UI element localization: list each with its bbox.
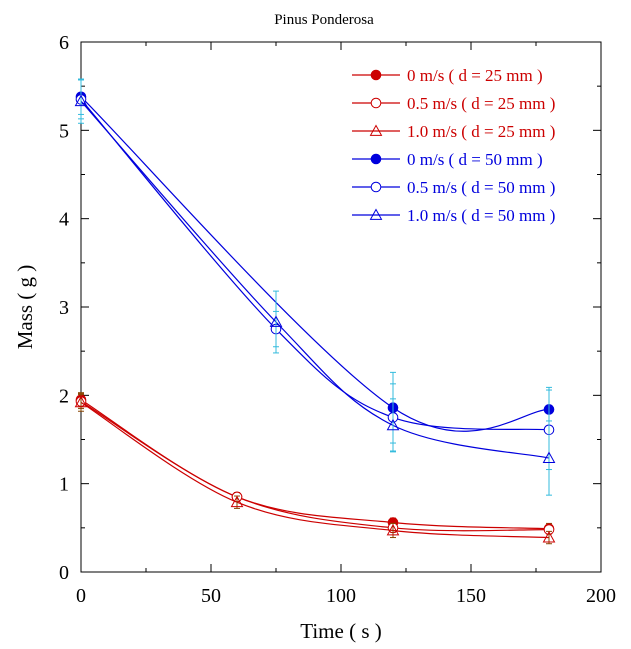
- legend-marker: [370, 181, 382, 193]
- legend-marker: [369, 124, 383, 136]
- legend-label: 1.0 m/s ( d = 25 mm ): [407, 122, 555, 141]
- y-tick-label: 6: [59, 32, 69, 54]
- series-line: [80, 100, 550, 459]
- series-line: [80, 399, 550, 530]
- series-line: [80, 401, 550, 539]
- x-tick-label: 100: [326, 585, 356, 607]
- legend-label: 0 m/s ( d = 25 mm ): [407, 66, 543, 85]
- series-line: [80, 99, 550, 431]
- x-tick-label: 200: [586, 585, 616, 607]
- series-1: [75, 392, 555, 535]
- legend-label: 0.5 m/s ( d = 50 mm ): [407, 178, 555, 197]
- legend-entry: 0 m/s ( d = 50 mm ): [352, 150, 543, 169]
- data-point: [542, 451, 556, 463]
- y-axis-label: Mass ( g ): [13, 265, 37, 350]
- data-point: [542, 531, 556, 543]
- legend-marker: [370, 69, 382, 81]
- axis-ticks: 0 50 100 150 200 0 1 2 3 4 5 6: [59, 32, 616, 607]
- data-point: [386, 523, 400, 536]
- legend-label: 0 m/s ( d = 50 mm ): [407, 150, 543, 169]
- legend-entry: 0.5 m/s ( d = 25 mm ): [352, 94, 555, 113]
- x-tick-label: 150: [456, 585, 486, 607]
- data-point: [74, 94, 88, 107]
- legend-marker: [369, 208, 383, 220]
- data-point: [269, 315, 283, 327]
- legend-entry: 1.0 m/s ( d = 50 mm ): [352, 206, 555, 225]
- y-tick-label: 1: [59, 474, 69, 496]
- series-layer: [74, 78, 556, 545]
- series-3: [74, 393, 556, 545]
- legend: 0 m/s ( d = 25 mm ) 0.5 m/s ( d = 25 mm )…: [352, 66, 555, 225]
- series-6: [74, 78, 556, 496]
- chart-title: Pinus Ponderosa: [274, 12, 374, 28]
- legend-label: 0.5 m/s ( d = 25 mm ): [407, 94, 555, 113]
- data-point: [230, 495, 244, 508]
- y-tick-label: 2: [59, 385, 69, 407]
- legend-marker: [370, 97, 382, 109]
- legend-marker: [370, 153, 382, 165]
- series-2: [75, 393, 555, 535]
- y-tick-label: 4: [59, 209, 69, 231]
- y-tick-label: 0: [59, 562, 69, 584]
- legend-entry: 0.5 m/s ( d = 50 mm ): [352, 178, 555, 197]
- data-point: [386, 418, 400, 431]
- series-line: [80, 401, 550, 532]
- y-tick-label: 5: [59, 120, 69, 142]
- series-line: [80, 96, 550, 432]
- data-point: [74, 395, 88, 408]
- y-tick-label: 3: [59, 297, 69, 319]
- x-tick-label: 50: [201, 585, 221, 607]
- x-axis-label: Time ( s ): [300, 619, 382, 643]
- legend-label: 1.0 m/s ( d = 50 mm ): [407, 206, 555, 225]
- x-tick-label: 0: [76, 585, 86, 607]
- legend-entry: 0 m/s ( d = 25 mm ): [352, 66, 543, 85]
- legend-entry: 1.0 m/s ( d = 25 mm ): [352, 122, 555, 141]
